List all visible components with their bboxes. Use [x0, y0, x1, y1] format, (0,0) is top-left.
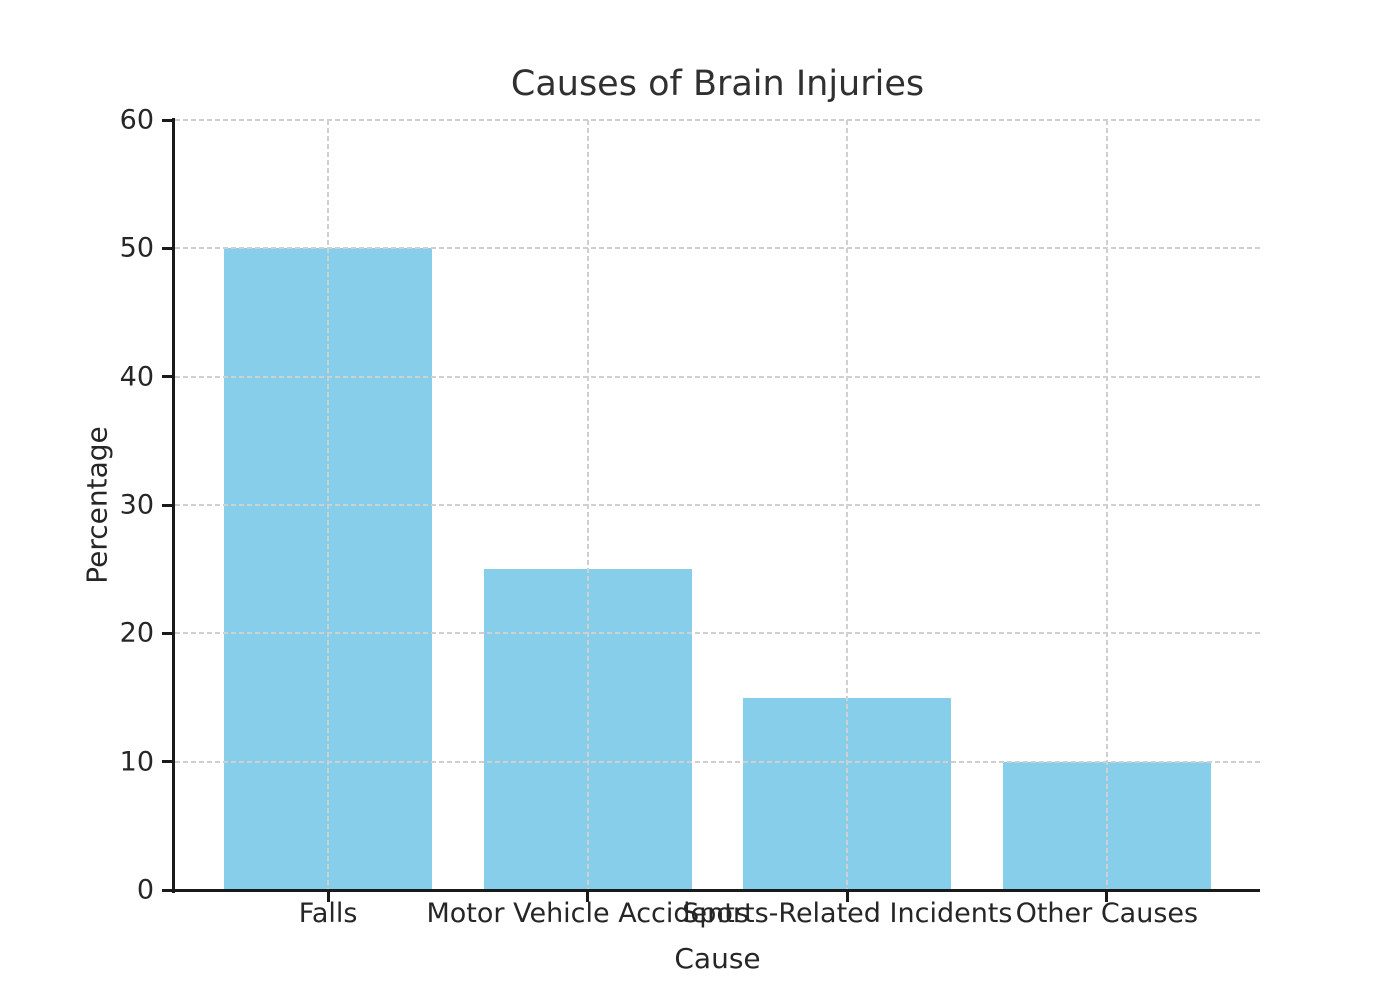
x-axis-spine: [172, 889, 1260, 892]
x-tick-1: [586, 892, 590, 902]
gridline-v-0: [327, 120, 330, 890]
gridline-h-30: [175, 504, 1260, 506]
gridline-v-3: [1105, 120, 1108, 890]
x-tick-label-1: Motor Vehicle Accidents: [426, 898, 749, 929]
y-tick-40: [162, 375, 172, 379]
x-tick-3: [1105, 892, 1109, 902]
y-tick-0: [162, 888, 172, 892]
gridline-v-1: [586, 120, 589, 890]
chart-title: Causes of Brain Injuries: [510, 64, 925, 104]
y-tick-30: [162, 503, 172, 507]
y-axis-spine: [172, 118, 175, 893]
y-tick-label-0: 0: [136, 874, 154, 906]
y-tick-60: [162, 118, 172, 122]
gridline-h-40: [175, 375, 1260, 378]
y-tick-label-30: 30: [119, 489, 154, 521]
x-tick-0: [326, 892, 330, 902]
gridline-v-2: [846, 120, 849, 890]
y-tick-label-50: 50: [119, 232, 154, 264]
x-tick-2: [845, 892, 849, 902]
x-axis-label: Cause: [674, 942, 761, 975]
gridline-h-60: [175, 119, 1260, 121]
gridline-h-20: [175, 632, 1260, 635]
x-tick-label-0: Falls: [298, 898, 358, 929]
x-tick-label-2: Sports-Related Incidents: [682, 898, 1013, 929]
gridline-h-10: [175, 760, 1260, 763]
x-tick-label-3: Other Causes: [1015, 898, 1199, 929]
gridline-h-50: [175, 247, 1260, 250]
y-tick-label-60: 60: [119, 104, 154, 136]
y-tick-10: [162, 760, 172, 764]
y-tick-label-20: 20: [119, 617, 154, 649]
y-tick-20: [162, 631, 172, 635]
y-tick-label-10: 10: [119, 746, 154, 778]
y-tick-50: [162, 246, 172, 250]
y-tick-label-40: 40: [119, 361, 154, 393]
